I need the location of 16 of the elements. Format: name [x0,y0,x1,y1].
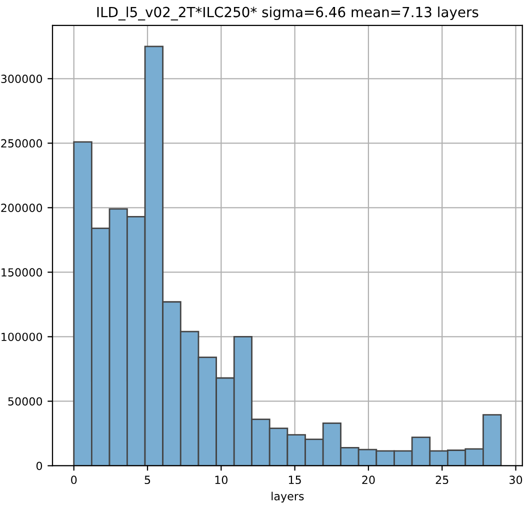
x-tick-label: 5 [144,476,150,484]
y-tick-label: 50000 [8,397,42,406]
x-tick-label: 30 [510,476,522,484]
chart-title: ILD_l5_v02_2T*ILC250* sigma=6.46 mean=7.13 layers [97,6,478,20]
x-axis-title: layers [272,492,304,503]
y-tick-label: 300000 [1,74,42,84]
x-tick-label: 0 [71,476,77,484]
y-tick-label: 200000 [1,204,42,212]
y-tick-label: 0 [36,462,42,470]
y-tick-label: 250000 [1,139,42,148]
x-tick-label: 20 [362,476,375,484]
x-tick-label: 15 [288,476,301,484]
y-tick-label: 100000 [2,332,42,342]
y-tick-label: 150000 [2,268,42,277]
x-tick-label: 10 [215,476,228,484]
x-tick-label: 25 [436,476,448,484]
